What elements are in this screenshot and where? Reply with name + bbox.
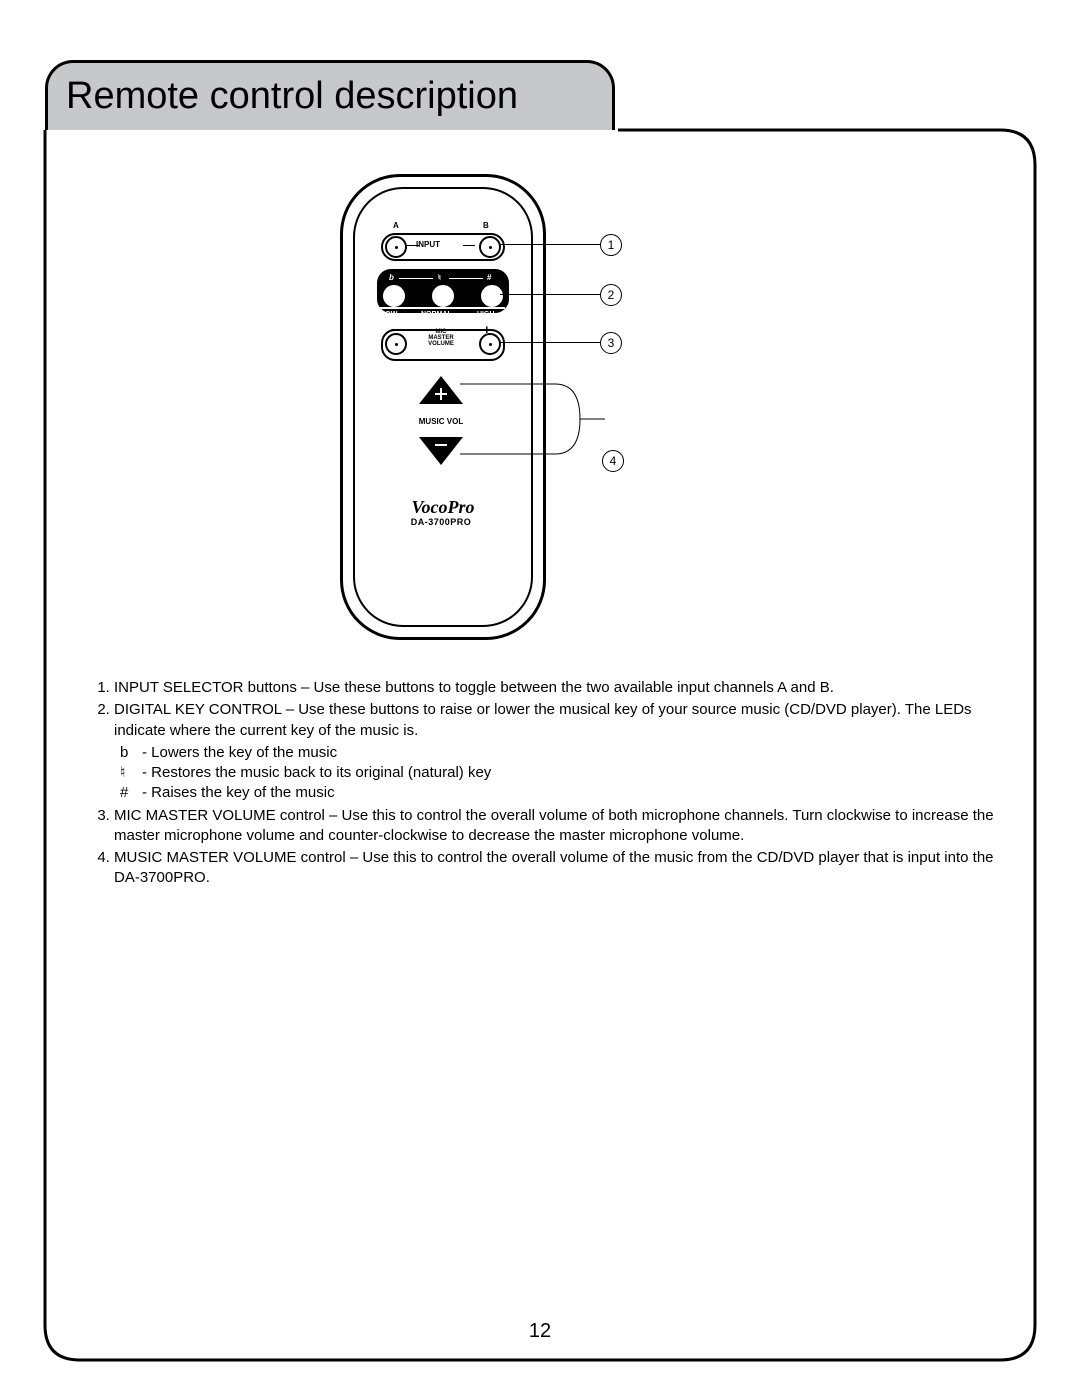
- section-title-tab: Remote control description: [45, 60, 615, 130]
- page-frame: [0, 0, 1080, 1397]
- manual-page: Remote control description A B INPUT b ♮: [0, 0, 1080, 1397]
- section-title: Remote control description: [66, 75, 518, 118]
